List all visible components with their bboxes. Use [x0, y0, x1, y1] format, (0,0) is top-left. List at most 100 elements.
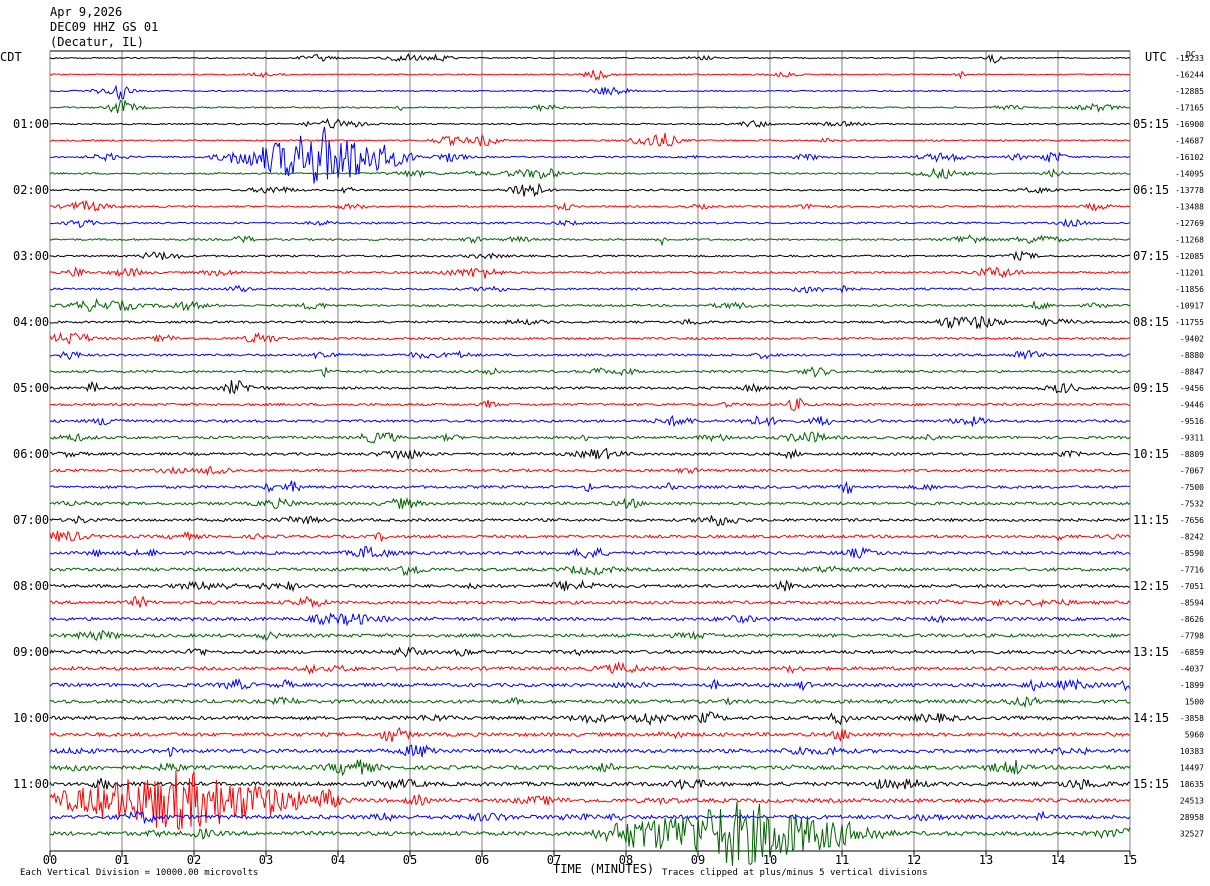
seismic-trace: [49, 414, 1131, 428]
dc-offset-label: -12085: [1175, 252, 1204, 261]
seismic-trace: [49, 770, 1131, 831]
seismic-trace: [49, 431, 1131, 444]
dc-offset-label: -7500: [1180, 483, 1204, 492]
x-tick-label: 03: [259, 853, 273, 867]
dc-offset-label: -7716: [1180, 566, 1204, 575]
seismic-trace: [49, 117, 1131, 129]
dc-offset-label: -8590: [1180, 549, 1204, 558]
footer-clip-note: Traces clipped at plus/minus 5 vertical …: [662, 868, 928, 878]
seismic-traces: [49, 53, 1131, 866]
dc-offset-label: -7067: [1180, 467, 1204, 476]
dc-offset-label: -9402: [1180, 335, 1204, 344]
dc-offset-label: -1899: [1180, 681, 1204, 690]
dc-offset-label: -8809: [1180, 450, 1204, 459]
seismic-trace: [49, 579, 1131, 593]
right-hour-label: 12:15: [1133, 579, 1169, 593]
x-tick-label: 11: [835, 853, 849, 867]
dc-offset-label: -13778: [1175, 186, 1204, 195]
dc-offset-label: -11201: [1175, 269, 1204, 278]
x-tick-label: 01: [115, 853, 129, 867]
dc-offset-label: 5960: [1185, 731, 1204, 740]
left-hour-label: 09:00: [13, 645, 49, 659]
x-tick-label: 00: [43, 853, 57, 867]
left-hour-label: 11:00: [13, 777, 49, 791]
x-tick-label: 09: [691, 853, 705, 867]
dc-offset-label: -3858: [1180, 714, 1204, 723]
seismic-trace: [49, 380, 1131, 395]
seismic-trace: [49, 331, 1131, 345]
x-tick-label: 15: [1123, 853, 1137, 867]
dc-label: DC: [1186, 50, 1196, 59]
seismic-trace: [49, 759, 1131, 777]
dc-offset-label: -11856: [1175, 285, 1204, 294]
x-axis-ticks: 00 01 02 03 04 05 06 07 08 09 10 11 12 13 14 15: [43, 851, 1137, 867]
dc-offset-label: -9311: [1180, 434, 1204, 443]
dc-offset-label: -6859: [1180, 648, 1204, 657]
seismic-trace: [49, 132, 1131, 147]
footer-scale-note: Each Vertical Division = 10000.00 microv…: [20, 868, 258, 878]
dc-offset-label: -12885: [1175, 87, 1204, 96]
seismic-trace: [50, 126, 1130, 184]
x-tick-label: 05: [403, 853, 417, 867]
dc-offset-label: 1500: [1185, 698, 1204, 707]
right-hour-label: 14:15: [1133, 711, 1169, 725]
seismic-trace: [49, 297, 1131, 312]
seismic-trace: [49, 646, 1131, 658]
seismic-trace: [49, 801, 1131, 866]
header-station: DEC09 HHZ GS 01: [50, 20, 158, 34]
right-hour-label: 07:15: [1133, 249, 1169, 263]
seismic-trace: [49, 349, 1131, 361]
x-tick-label: 02: [187, 853, 201, 867]
seismic-trace: [49, 69, 1131, 81]
dc-offset-label: 28958: [1180, 813, 1204, 822]
dc-offset-label: -16102: [1175, 153, 1204, 162]
dc-offset-labels: -15233 -16244 -12885 -17165 -16900 -14687 -161…: [1175, 54, 1204, 839]
dc-offset-label: -7798: [1180, 632, 1204, 641]
seismic-trace: [49, 711, 1131, 727]
dc-offset-label: -7532: [1180, 500, 1204, 509]
right-timezone-label: UTC: [1145, 50, 1167, 64]
dc-offset-label: -9516: [1180, 417, 1204, 426]
right-hour-label: 15:15: [1133, 777, 1169, 791]
x-tick-label: 12: [907, 853, 921, 867]
seismic-trace: [49, 366, 1131, 378]
right-hour-label: 13:15: [1133, 645, 1169, 659]
seismic-trace: [49, 266, 1131, 279]
seismic-trace: [49, 661, 1131, 675]
seismic-trace: [49, 84, 1131, 101]
seismic-trace: [49, 480, 1130, 495]
dc-offset-label: -9456: [1180, 384, 1204, 393]
dc-offset-label: -8242: [1180, 533, 1204, 542]
dc-offset-label: -15233: [1175, 54, 1204, 63]
seismic-trace: [49, 53, 1131, 64]
right-hour-label: 10:15: [1133, 447, 1169, 461]
left-hour-label: 04:00: [13, 315, 49, 329]
left-hour-label: 10:00: [13, 711, 49, 725]
left-hour-label: 07:00: [13, 513, 49, 527]
seismic-trace: [49, 515, 1131, 527]
seismic-trace: [49, 284, 1131, 295]
seismic-trace: [49, 496, 1131, 510]
seismic-trace: [49, 250, 1131, 261]
dc-offset-label: 10383: [1180, 747, 1204, 756]
left-hour-label: 01:00: [13, 117, 49, 131]
dc-offset-label: -8594: [1180, 599, 1204, 608]
dc-offset-label: -10917: [1175, 302, 1204, 311]
dc-offset-label: -8880: [1180, 351, 1204, 360]
dc-offset-label: -11268: [1175, 236, 1204, 245]
dc-offset-label: -13488: [1175, 203, 1204, 212]
dc-offset-label: -17165: [1175, 104, 1204, 113]
dc-offset-label: 18635: [1180, 780, 1204, 789]
seismic-trace: [49, 810, 1131, 824]
seismic-trace: [49, 465, 1131, 477]
seismic-trace: [49, 545, 1131, 559]
header-location: (Decatur, IL): [50, 35, 144, 49]
left-timezone-label: CDT: [0, 50, 22, 64]
seismic-trace: [49, 744, 1131, 758]
dc-offset-label: -16900: [1175, 120, 1204, 129]
seismic-trace: [49, 447, 1131, 461]
dc-offset-label: -7051: [1180, 582, 1204, 591]
x-axis-title: TIME (MINUTES): [553, 862, 654, 876]
seismic-trace: [49, 629, 1130, 642]
x-tick-label: 04: [331, 853, 345, 867]
